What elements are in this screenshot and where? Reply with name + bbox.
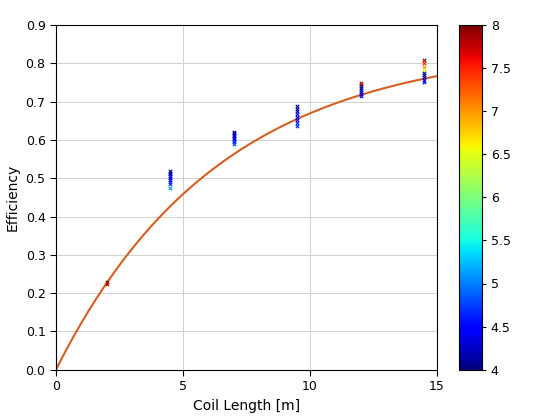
Point (229, 128, 238, 135)
Point (419, 66, 428, 73)
Point (356, 79, 365, 86)
Point (356, 80, 365, 87)
Point (229, 134, 238, 141)
Point (166, 177, 175, 184)
Point (293, 120, 302, 126)
Point (419, 71, 428, 78)
Point (293, 117, 302, 123)
Point (293, 110, 302, 117)
Point (166, 175, 175, 181)
Point (419, 57, 428, 64)
Point (102, 281, 111, 287)
Point (419, 74, 428, 81)
Point (229, 131, 238, 138)
Point (356, 87, 365, 94)
Point (166, 179, 175, 186)
Point (293, 105, 302, 112)
Point (229, 140, 238, 147)
Point (102, 279, 111, 286)
Point (293, 108, 302, 115)
Point (419, 79, 428, 85)
Point (229, 130, 238, 136)
Point (419, 69, 428, 76)
Point (356, 83, 365, 90)
Point (166, 167, 175, 174)
Point (229, 137, 238, 144)
Point (356, 91, 365, 97)
Point (419, 60, 428, 67)
Point (166, 171, 175, 178)
Point (356, 89, 365, 95)
Point (229, 136, 238, 143)
X-axis label: Coil Length [m]: Coil Length [m] (193, 399, 300, 412)
Point (166, 184, 175, 191)
Point (356, 85, 365, 92)
Point (356, 93, 365, 100)
Point (166, 169, 175, 176)
Point (293, 114, 302, 121)
Point (293, 123, 302, 130)
Point (419, 63, 428, 70)
Point (166, 173, 175, 180)
Y-axis label: Efficiency: Efficiency (6, 164, 20, 231)
Point (229, 133, 238, 139)
Point (229, 139, 238, 146)
Point (419, 76, 428, 83)
Point (293, 102, 302, 109)
Point (166, 181, 175, 187)
